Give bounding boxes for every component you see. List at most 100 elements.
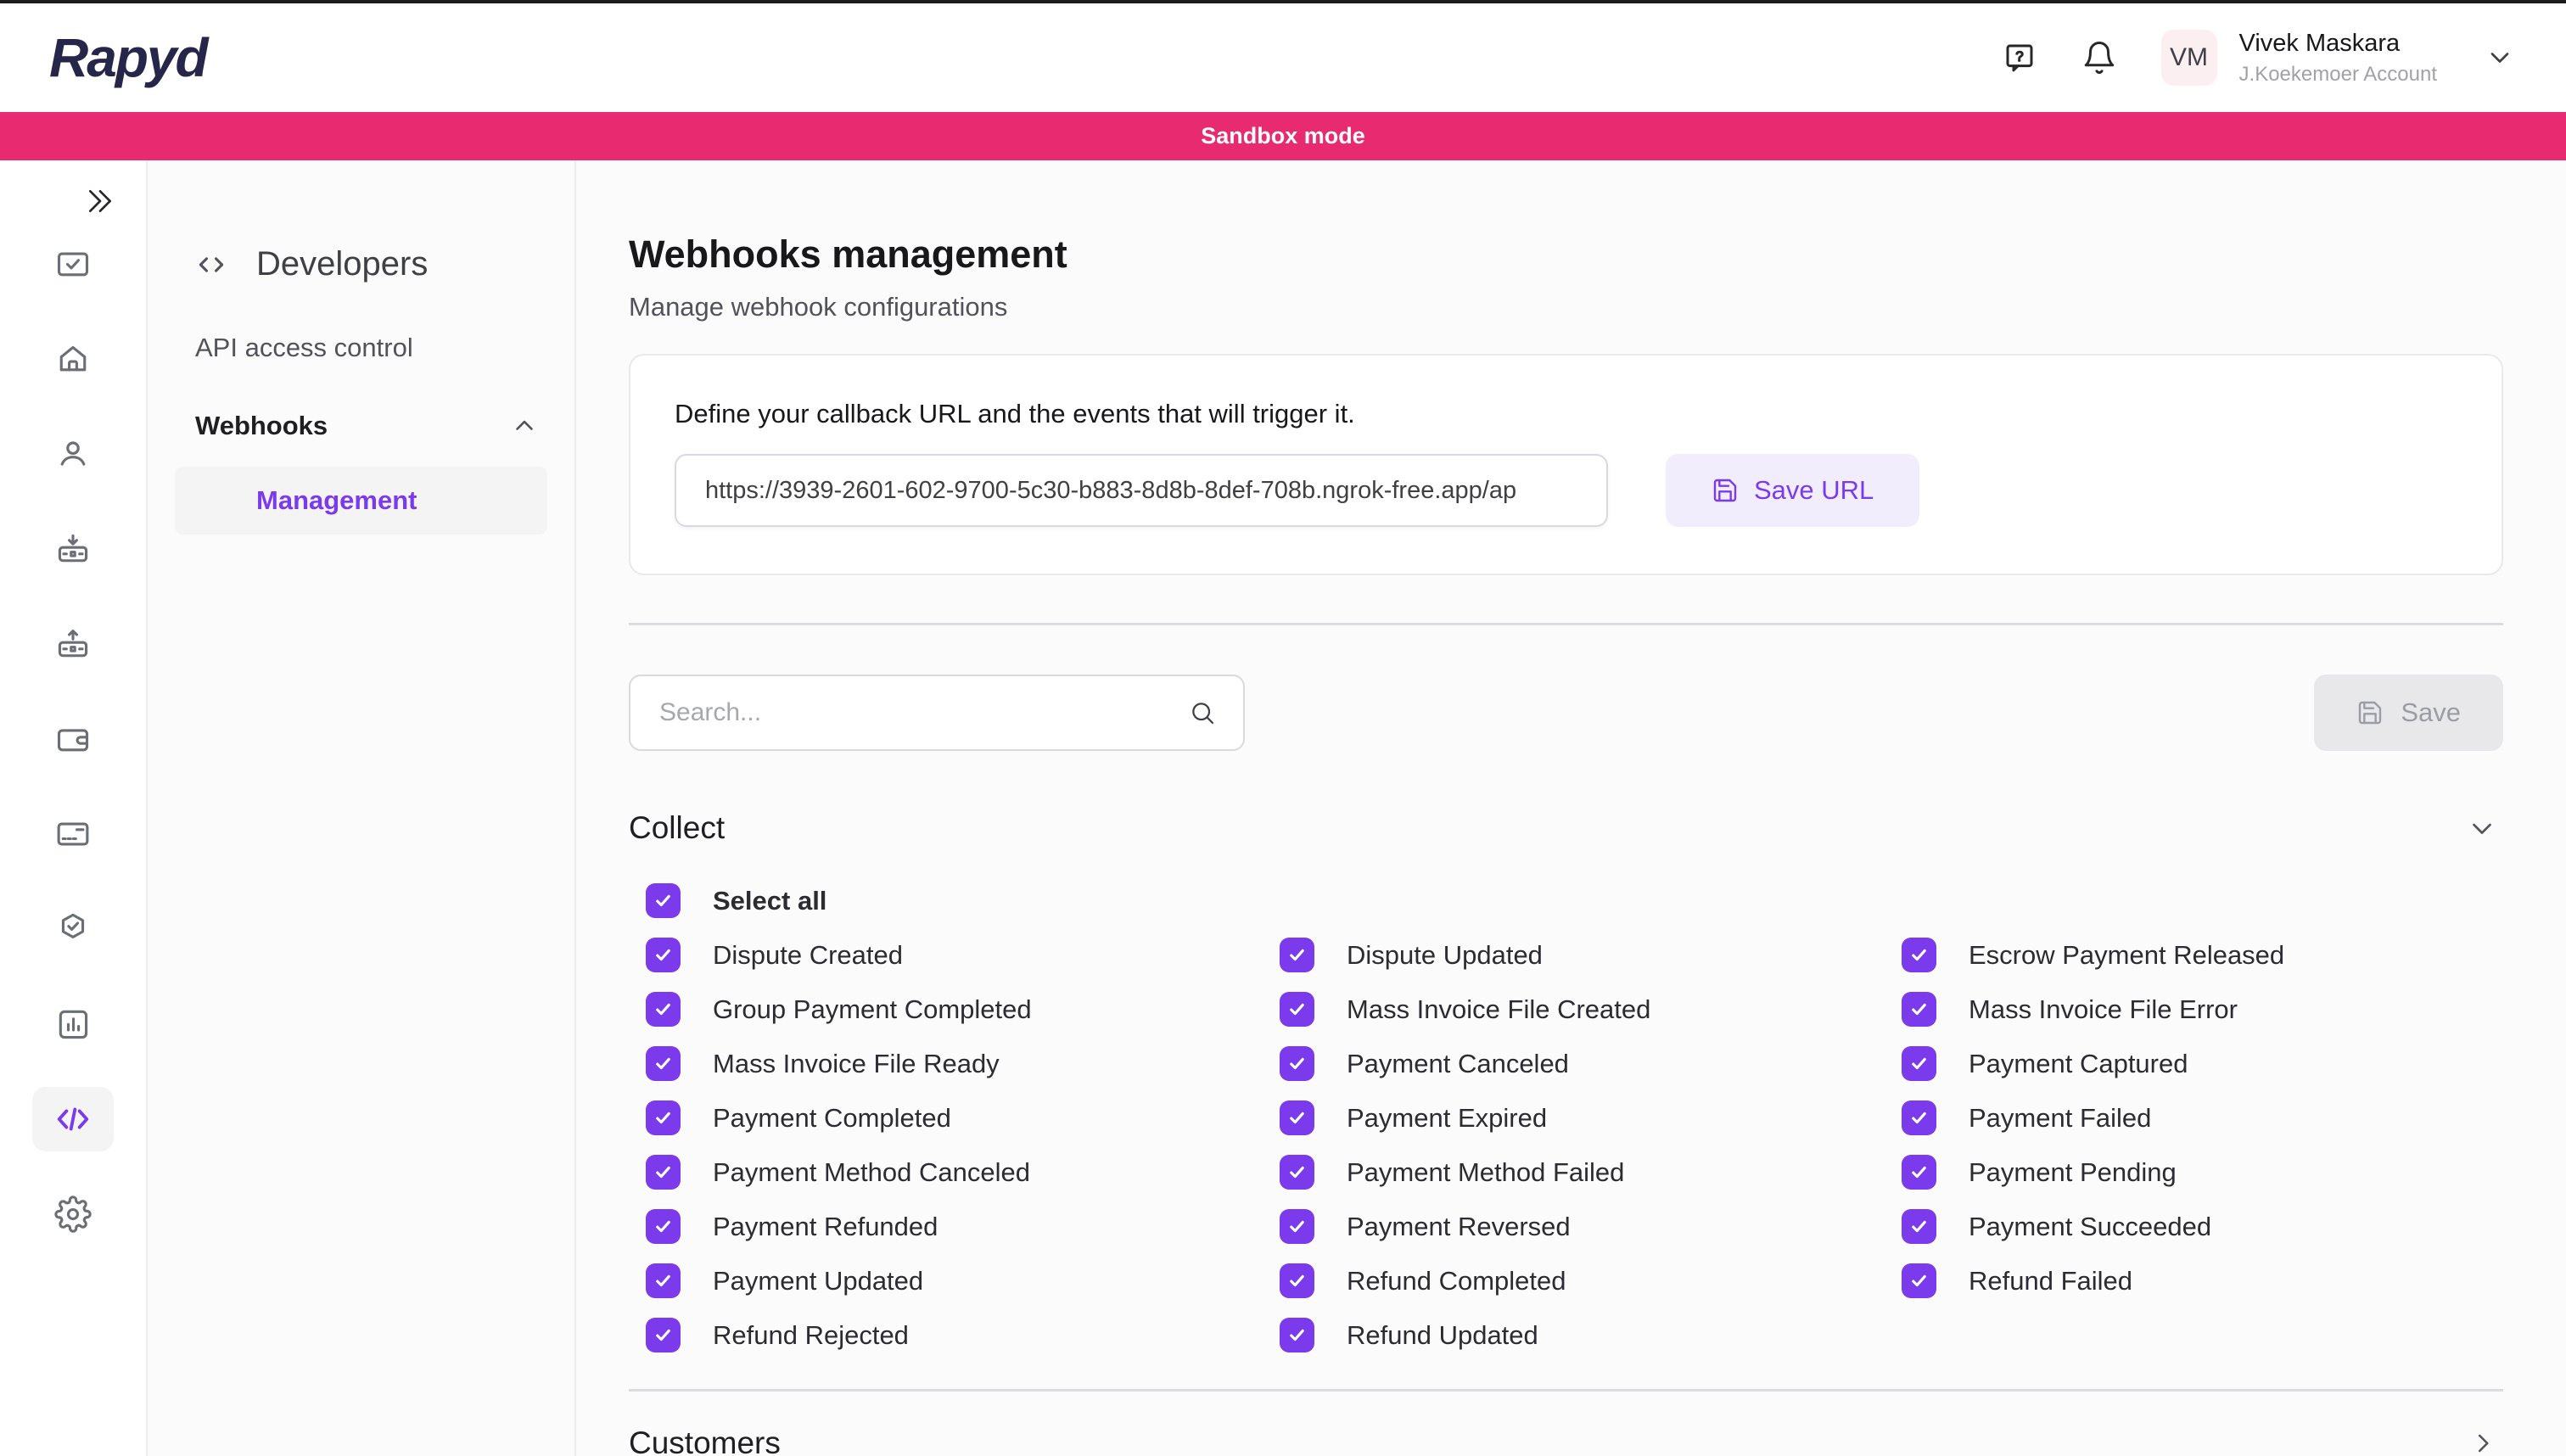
checkbox-checked[interactable] xyxy=(1902,992,1936,1027)
sidebar-item-payins[interactable] xyxy=(32,517,114,581)
sidebar-item-cards[interactable] xyxy=(32,802,114,866)
event-checkbox-row[interactable]: Refund Updated xyxy=(1280,1318,1902,1352)
sidebar-item-customers[interactable] xyxy=(32,422,114,486)
sidebar-item-tasks[interactable] xyxy=(32,232,114,296)
window-top-edge xyxy=(0,0,2566,3)
expand-sidebar-button[interactable] xyxy=(83,184,117,218)
double-chevron-right-icon xyxy=(89,190,111,212)
event-checkbox-row[interactable]: Escrow Payment Released xyxy=(1902,938,2503,972)
event-checkbox-row[interactable]: Payment Refunded xyxy=(646,1209,1280,1244)
save-url-button[interactable]: Save URL xyxy=(1666,454,1920,527)
customers-section-header[interactable]: Customers xyxy=(629,1425,2503,1456)
sidebar-item-home[interactable] xyxy=(32,327,114,391)
search-input[interactable] xyxy=(629,675,1245,751)
checkbox-checked[interactable] xyxy=(646,1318,681,1352)
collect-section-header[interactable]: Collect xyxy=(629,810,2503,846)
sidenav-item-api-access-control[interactable]: API access control xyxy=(195,333,413,362)
save-url-label: Save URL xyxy=(1754,475,1874,505)
event-checkbox-row[interactable]: Payment Method Failed xyxy=(1280,1155,1902,1190)
event-checkbox-row[interactable]: Payment Succeeded xyxy=(1902,1209,2503,1244)
event-checkbox-row[interactable]: Refund Failed xyxy=(1902,1263,2503,1298)
event-checkbox-row[interactable]: Payment Canceled xyxy=(1280,1046,1902,1081)
checkbox-checked[interactable] xyxy=(1902,1155,1936,1190)
callback-url-description: Define your callback URL and the events … xyxy=(675,399,1355,428)
sidenav-item-management-label: Management xyxy=(256,485,417,515)
sidenav-item-webhooks: Webhooks xyxy=(195,411,328,440)
user-menu[interactable]: VM Vivek Maskara J.Koekemoer Account xyxy=(2160,30,2515,87)
sidebar-item-analytics[interactable] xyxy=(32,992,114,1056)
sidebar-item-wallet[interactable] xyxy=(32,707,114,771)
checkbox-checked[interactable] xyxy=(1280,992,1314,1027)
checkbox-checked[interactable] xyxy=(1280,1155,1314,1190)
event-label: Payment Updated xyxy=(713,1265,924,1296)
event-label: Payment Succeeded xyxy=(1969,1211,2212,1241)
select-all-label: Select all xyxy=(713,885,827,916)
checkbox-checked[interactable] xyxy=(1902,1046,1936,1081)
svg-text:?: ? xyxy=(2015,48,2023,64)
event-checkbox-row[interactable]: Dispute Created xyxy=(646,938,1280,972)
save-events-button[interactable]: Save xyxy=(2314,675,2503,751)
event-label: Dispute Created xyxy=(713,939,904,970)
checkbox-checked[interactable] xyxy=(1902,1209,1936,1244)
event-label: Dispute Updated xyxy=(1347,939,1543,970)
chevron-down-icon xyxy=(2490,53,2509,63)
event-checkbox-row[interactable]: Refund Rejected xyxy=(646,1318,1280,1352)
save-floppy-icon xyxy=(2359,701,2382,725)
sidebar-item-developers[interactable] xyxy=(32,1087,114,1151)
notifications-button[interactable] xyxy=(2081,40,2117,76)
event-checkbox-row[interactable]: Mass Invoice File Created xyxy=(1280,992,1902,1027)
event-checkbox-row[interactable]: Dispute Updated xyxy=(1280,938,1902,972)
checkbox-checked[interactable] xyxy=(1280,1100,1314,1135)
checkbox-checked[interactable] xyxy=(1902,1263,1936,1298)
sidenav-item-management[interactable]: Management xyxy=(175,467,547,535)
checkbox-checked[interactable] xyxy=(1902,938,1936,972)
customers-icon xyxy=(60,441,86,466)
event-checkbox-row[interactable]: Payment Reversed xyxy=(1280,1209,1902,1244)
event-label: Payment Refunded xyxy=(713,1211,938,1241)
checkbox-checked[interactable] xyxy=(646,1155,681,1190)
events-column-2: Dispute Updated Mass Invoice File Create… xyxy=(1280,938,1902,1372)
event-checkbox-row[interactable]: Mass Invoice File Error xyxy=(1902,992,2503,1027)
sidebar-item-payouts[interactable] xyxy=(32,612,114,676)
event-checkbox-row[interactable]: Payment Expired xyxy=(1280,1100,1902,1135)
checkbox-checked[interactable] xyxy=(646,1100,681,1135)
checkbox-checked[interactable] xyxy=(646,1046,681,1081)
sandbox-mode-banner: Sandbox mode xyxy=(0,112,2566,160)
checkbox-checked[interactable] xyxy=(1902,1100,1936,1135)
page-title: Webhooks management xyxy=(629,232,1067,276)
divider xyxy=(629,623,2503,625)
help-button[interactable]: ? xyxy=(2002,40,2037,76)
event-checkbox-row[interactable]: Payment Completed xyxy=(646,1100,1280,1135)
developers-icon xyxy=(57,1107,89,1131)
checkbox-checked[interactable] xyxy=(646,938,681,972)
event-checkbox-row[interactable]: Refund Completed xyxy=(1280,1263,1902,1298)
checkbox-checked[interactable] xyxy=(1280,1209,1314,1244)
checkbox-checked[interactable] xyxy=(1280,1318,1314,1352)
checkbox-checked[interactable] xyxy=(646,992,681,1027)
chevron-down-icon xyxy=(2473,823,2491,834)
event-label: Payment Completed xyxy=(713,1102,951,1133)
event-checkbox-row[interactable]: Payment Pending xyxy=(1902,1155,2503,1190)
customers-section-title: Customers xyxy=(629,1425,781,1456)
checkbox-checked[interactable] xyxy=(1280,938,1314,972)
wallet-icon xyxy=(57,729,89,752)
checkbox-checked[interactable] xyxy=(646,1263,681,1298)
sidenav-group-webhooks[interactable]: Webhooks xyxy=(175,411,547,441)
event-checkbox-row[interactable]: Payment Failed xyxy=(1902,1100,2503,1135)
checkbox-checked[interactable] xyxy=(646,1209,681,1244)
callback-url-card: Define your callback URL and the events … xyxy=(629,354,2503,575)
event-checkbox-row[interactable]: Mass Invoice File Ready xyxy=(646,1046,1280,1081)
event-checkbox-row[interactable]: Group Payment Completed xyxy=(646,992,1280,1027)
developers-sidenav: Developers API access control Webhooks M… xyxy=(148,160,576,1456)
event-checkbox-row[interactable]: Payment Captured xyxy=(1902,1046,2503,1081)
checkbox-checked[interactable] xyxy=(1280,1046,1314,1081)
code-icon xyxy=(199,256,224,272)
select-all-row[interactable]: Select all xyxy=(646,883,2503,918)
checkbox-checked[interactable] xyxy=(1280,1263,1314,1298)
event-checkbox-row[interactable]: Payment Method Canceled xyxy=(646,1155,1280,1190)
event-checkbox-row[interactable]: Payment Updated xyxy=(646,1263,1280,1298)
sidebar-item-settings[interactable] xyxy=(32,1182,114,1246)
sidebar-item-compliance[interactable] xyxy=(32,897,114,961)
callback-url-input[interactable] xyxy=(675,454,1608,527)
checkbox-checked[interactable] xyxy=(646,883,681,918)
